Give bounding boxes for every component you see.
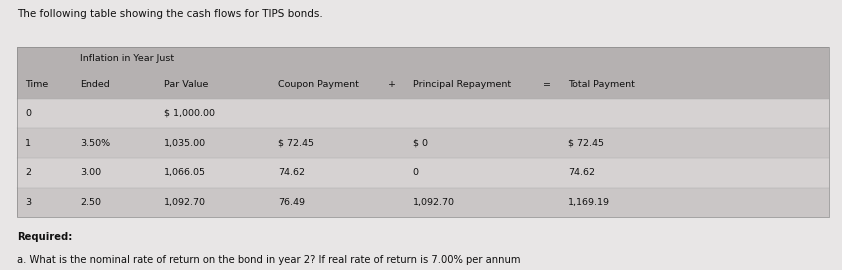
Text: $ 1,000.00: $ 1,000.00 <box>164 109 216 118</box>
Text: Required:: Required: <box>17 232 72 242</box>
Bar <box>17 158 829 188</box>
Text: 1: 1 <box>25 139 31 148</box>
Text: Time: Time <box>25 80 49 89</box>
Text: a. What is the nominal rate of return on the bond in year 2? If real rate of ret: a. What is the nominal rate of return on… <box>17 255 520 265</box>
Bar <box>17 99 829 128</box>
Text: +: + <box>387 80 396 89</box>
Text: Inflation in Year Just: Inflation in Year Just <box>80 54 174 63</box>
Text: $ 72.45: $ 72.45 <box>568 139 605 148</box>
Bar <box>17 47 829 217</box>
Bar <box>17 188 829 217</box>
Text: Par Value: Par Value <box>164 80 209 89</box>
Text: Principal Repayment: Principal Repayment <box>413 80 511 89</box>
Bar <box>17 128 829 158</box>
Text: 1,092.70: 1,092.70 <box>413 198 455 207</box>
Text: 1,169.19: 1,169.19 <box>568 198 610 207</box>
Text: Ended: Ended <box>80 80 109 89</box>
Text: $ 0: $ 0 <box>413 139 428 148</box>
Text: 74.62: 74.62 <box>278 168 305 177</box>
Text: The following table showing the cash flows for TIPS bonds.: The following table showing the cash flo… <box>17 9 322 19</box>
Text: 76.49: 76.49 <box>278 198 305 207</box>
Text: $ 72.45: $ 72.45 <box>278 139 314 148</box>
Text: 74.62: 74.62 <box>568 168 595 177</box>
Text: 3.50%: 3.50% <box>80 139 110 148</box>
Text: 2.50: 2.50 <box>80 198 101 207</box>
Text: 1,035.00: 1,035.00 <box>164 139 206 148</box>
Text: Total Payment: Total Payment <box>568 80 635 89</box>
Text: =: = <box>543 80 552 89</box>
Text: 1,092.70: 1,092.70 <box>164 198 206 207</box>
Text: 0: 0 <box>25 109 31 118</box>
Bar <box>17 70 829 99</box>
Text: 3: 3 <box>25 198 31 207</box>
Text: 1,066.05: 1,066.05 <box>164 168 206 177</box>
Text: 0: 0 <box>413 168 418 177</box>
Text: Coupon Payment: Coupon Payment <box>278 80 359 89</box>
Text: 3.00: 3.00 <box>80 168 101 177</box>
Bar <box>17 47 829 70</box>
Text: 2: 2 <box>25 168 31 177</box>
